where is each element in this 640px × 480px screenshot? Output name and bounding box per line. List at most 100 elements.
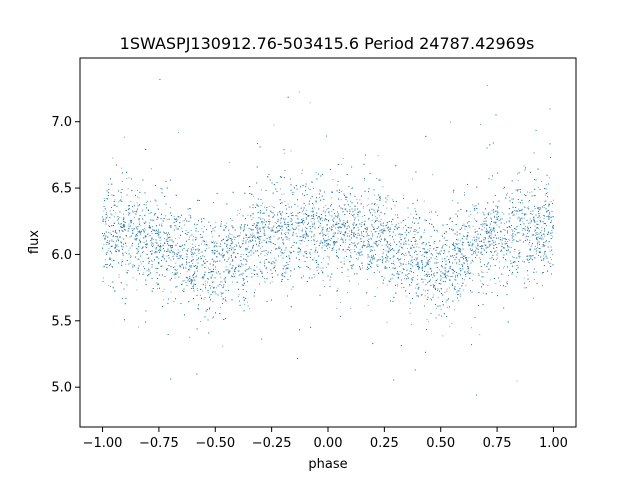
- scatter-point: [329, 214, 331, 216]
- scatter-point: [451, 230, 453, 232]
- scatter-point: [221, 285, 223, 287]
- scatter-point: [150, 220, 152, 221]
- scatter-point: [259, 239, 261, 241]
- scatter-point: [393, 264, 395, 266]
- scatter-point: [143, 241, 145, 243]
- scatter-point: [386, 253, 387, 255]
- scatter-point: [256, 203, 258, 205]
- scatter-point: [175, 226, 177, 228]
- scatter-point: [370, 231, 372, 233]
- scatter-point: [240, 209, 241, 211]
- scatter-point: [223, 286, 224, 288]
- scatter-point: [518, 257, 520, 259]
- scatter-point: [289, 251, 291, 253]
- scatter-point: [145, 204, 147, 206]
- scatter-point: [537, 239, 539, 241]
- scatter-point: [197, 231, 199, 232]
- scatter-point: [169, 252, 171, 253]
- scatter-point: [269, 236, 271, 237]
- scatter-point: [231, 234, 233, 236]
- scatter-point: [378, 210, 380, 212]
- scatter-point: [386, 257, 387, 259]
- scatter-point: [265, 241, 267, 242]
- scatter-point: [436, 307, 437, 309]
- scatter-point: [271, 231, 273, 232]
- scatter-point: [311, 181, 313, 183]
- scatter-point: [245, 249, 247, 251]
- scatter-point: [351, 268, 353, 270]
- scatter-point: [446, 274, 448, 276]
- scatter-point: [304, 221, 305, 223]
- scatter-point: [324, 241, 325, 243]
- scatter-point: [144, 243, 146, 245]
- scatter-point: [401, 234, 403, 235]
- scatter-point: [408, 227, 410, 229]
- scatter-point: [316, 266, 317, 268]
- scatter-point: [450, 121, 451, 123]
- scatter-point: [325, 205, 327, 207]
- scatter-point: [518, 216, 520, 218]
- scatter-point: [471, 239, 473, 241]
- scatter-point: [108, 219, 109, 221]
- scatter-point: [512, 233, 514, 235]
- scatter-point: [224, 225, 226, 227]
- scatter-point: [231, 268, 233, 270]
- scatter-point: [377, 206, 379, 208]
- scatter-point: [280, 255, 282, 257]
- scatter-point: [405, 252, 406, 254]
- scatter-point: [273, 235, 275, 237]
- scatter-point: [240, 254, 242, 255]
- scatter-point: [262, 218, 264, 219]
- scatter-point: [236, 214, 238, 216]
- scatter-point: [341, 164, 343, 165]
- scatter-point: [437, 261, 439, 263]
- scatter-point: [112, 210, 114, 211]
- scatter-point: [188, 279, 190, 281]
- scatter-point: [141, 218, 143, 220]
- scatter-point: [464, 262, 466, 264]
- scatter-point: [189, 336, 191, 338]
- scatter-point: [546, 225, 548, 226]
- scatter-point: [221, 249, 223, 251]
- scatter-point: [240, 246, 242, 248]
- scatter-point: [350, 252, 352, 253]
- scatter-point: [148, 212, 150, 214]
- scatter-point: [416, 251, 417, 252]
- scatter-point: [298, 254, 300, 256]
- scatter-point: [193, 248, 194, 250]
- scatter-point: [494, 215, 496, 217]
- scatter-point: [336, 308, 338, 309]
- scatter-point: [191, 256, 193, 258]
- scatter-point: [443, 267, 445, 269]
- scatter-point: [536, 253, 538, 255]
- scatter-point: [361, 232, 363, 234]
- scatter-point: [150, 219, 152, 220]
- scatter-point: [306, 235, 308, 237]
- scatter-point: [527, 233, 528, 234]
- scatter-point: [305, 237, 306, 239]
- scatter-point: [497, 219, 498, 221]
- scatter-point: [297, 225, 299, 227]
- scatter-point: [247, 245, 249, 247]
- scatter-point: [398, 226, 400, 228]
- scatter-point: [207, 281, 209, 283]
- scatter-point: [515, 210, 517, 212]
- scatter-point: [473, 218, 475, 220]
- scatter-point: [321, 227, 323, 229]
- scatter-point: [288, 225, 289, 227]
- scatter-point: [451, 199, 453, 201]
- scatter-point: [430, 245, 432, 247]
- scatter-point: [399, 271, 401, 273]
- scatter-point: [104, 265, 105, 267]
- scatter-point: [203, 278, 205, 280]
- scatter-point: [319, 189, 321, 191]
- scatter-point: [147, 209, 149, 211]
- scatter-point: [150, 201, 151, 202]
- scatter-point: [537, 216, 539, 218]
- scatter-point: [140, 234, 141, 236]
- scatter-point: [358, 242, 360, 244]
- scatter-point: [386, 284, 388, 286]
- scatter-point: [356, 198, 358, 200]
- scatter-points: [102, 79, 554, 396]
- scatter-point: [537, 208, 538, 209]
